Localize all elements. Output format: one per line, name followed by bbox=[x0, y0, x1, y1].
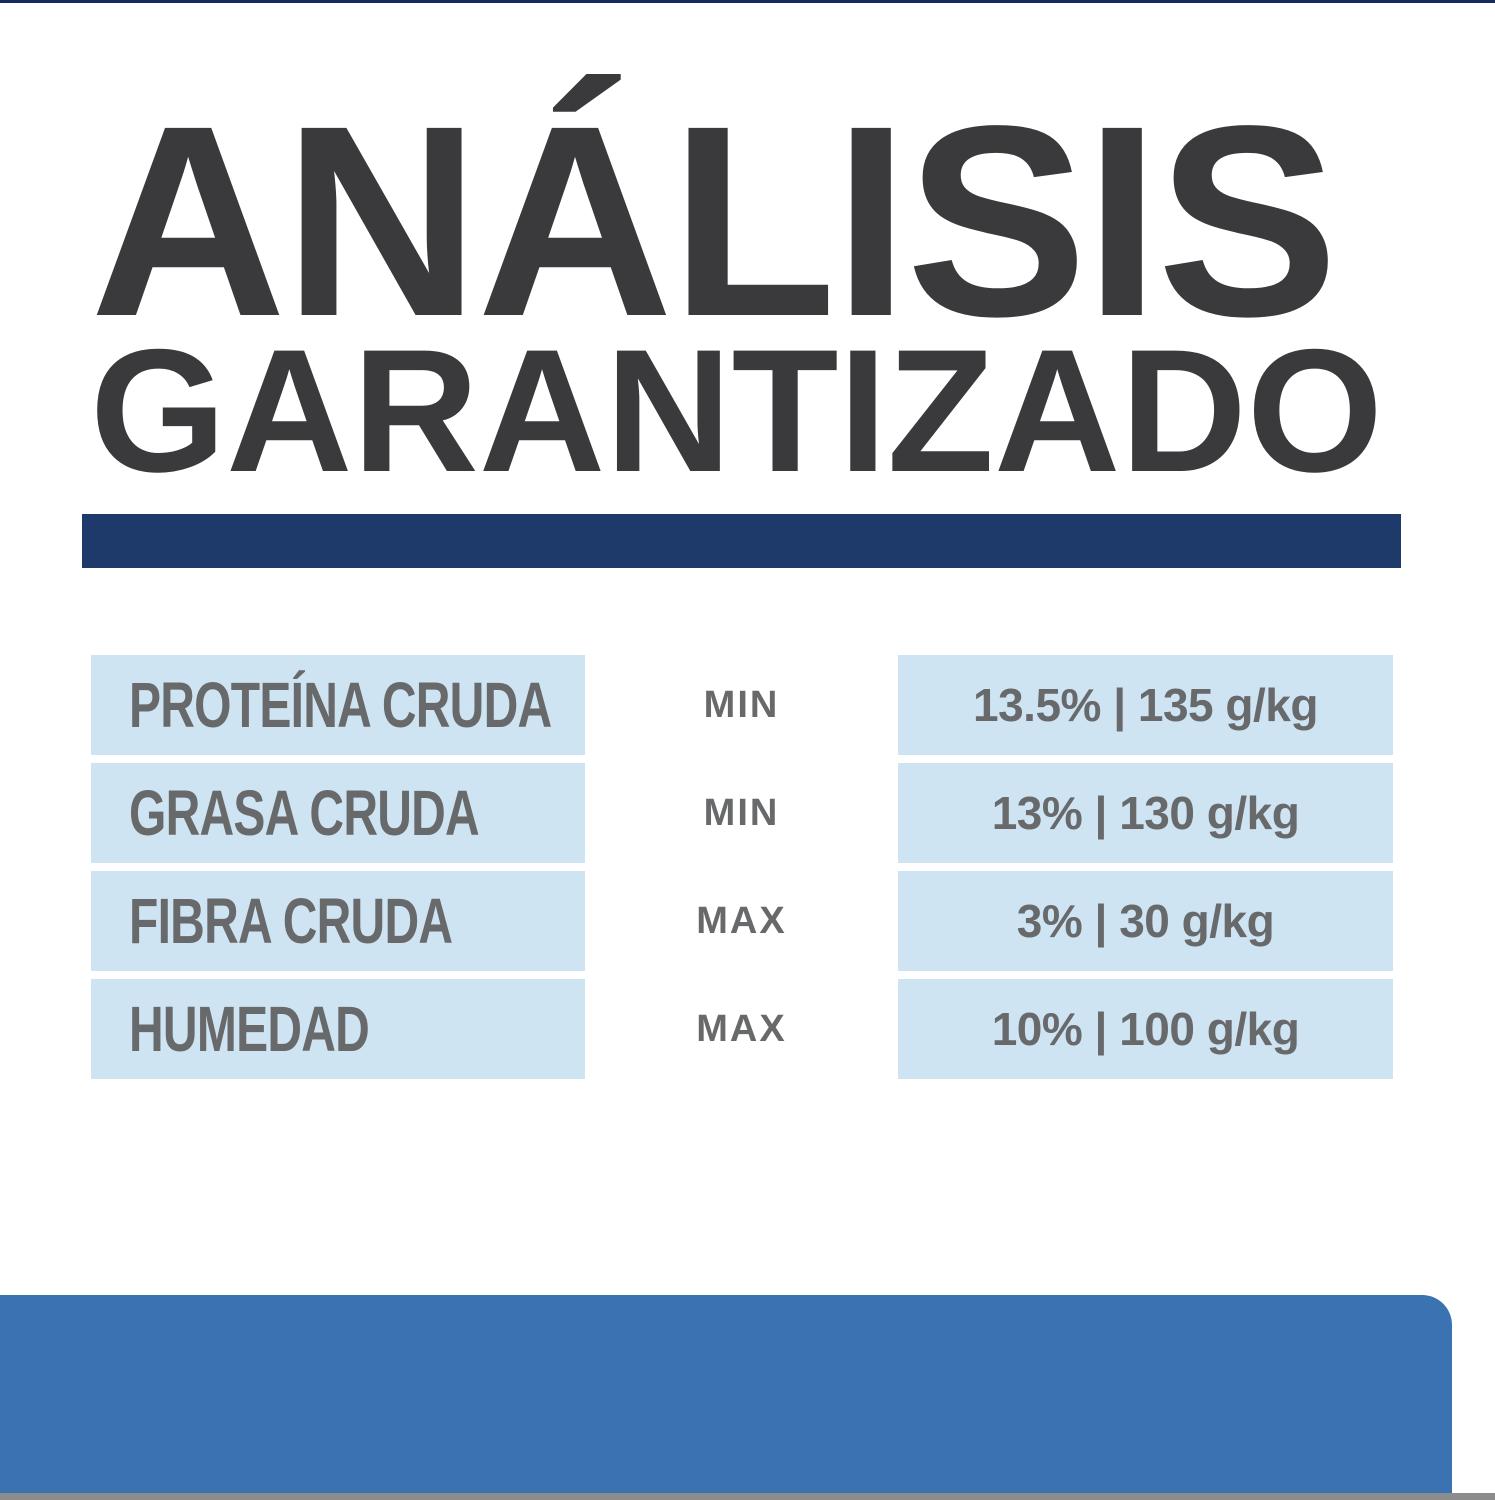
nutrient-name-cell: PROTEÍNA CRUDA bbox=[91, 655, 585, 755]
nutrient-value: 3% | 30 g/kg bbox=[1016, 895, 1275, 947]
nutrient-name-cell: GRASA CRUDA bbox=[91, 763, 585, 863]
limit-qualifier-cell: MIN bbox=[585, 655, 898, 755]
limit-qualifier: MAX bbox=[696, 899, 787, 942]
nutrient-name-cell: HUMEDAD bbox=[91, 979, 585, 1079]
nutrient-label: HUMEDAD bbox=[129, 993, 370, 1065]
nutrient-name-cell: FIBRA CRUDA bbox=[91, 871, 585, 971]
limit-qualifier: MAX bbox=[696, 1007, 787, 1050]
title-line-garantizado: GARANTIZADO bbox=[90, 314, 1383, 509]
limit-qualifier: MIN bbox=[703, 791, 780, 834]
bottom-gray-strip bbox=[0, 1493, 1495, 1500]
limit-qualifier-cell: MAX bbox=[585, 871, 898, 971]
nutrient-value: 10% | 100 g/kg bbox=[991, 1003, 1300, 1055]
nutrient-value: 13.5% | 135 g/kg bbox=[973, 679, 1318, 731]
top-border-line bbox=[0, 0, 1495, 3]
nutrient-value-cell: 13% | 130 g/kg bbox=[898, 763, 1393, 863]
nutrient-value-cell: 3% | 30 g/kg bbox=[898, 871, 1393, 971]
bottom-blue-panel bbox=[0, 1295, 1452, 1500]
limit-qualifier-cell: MAX bbox=[585, 979, 898, 1079]
limit-qualifier-cell: MIN bbox=[585, 763, 898, 863]
nutrient-label: FIBRA CRUDA bbox=[129, 885, 453, 957]
table-row-grasa: GRASA CRUDA MIN 13% | 130 g/kg bbox=[91, 763, 1393, 863]
title-line-analisis: ANÁLISIS bbox=[90, 69, 1338, 373]
analysis-table: PROTEÍNA CRUDA MIN 13.5% | 135 g/kg GRAS… bbox=[91, 655, 1393, 1087]
nutrient-value: 13% | 130 g/kg bbox=[991, 787, 1300, 839]
limit-qualifier: MIN bbox=[703, 683, 780, 726]
nutrient-label: PROTEÍNA CRUDA bbox=[129, 669, 552, 741]
nutrient-label: GRASA CRUDA bbox=[129, 777, 480, 849]
table-row-humedad: HUMEDAD MAX 10% | 100 g/kg bbox=[91, 979, 1393, 1079]
table-row-proteina: PROTEÍNA CRUDA MIN 13.5% | 135 g/kg bbox=[91, 655, 1393, 755]
nutrient-value-cell: 13.5% | 135 g/kg bbox=[898, 655, 1393, 755]
navy-divider-bar bbox=[82, 514, 1401, 568]
nutrient-value-cell: 10% | 100 g/kg bbox=[898, 979, 1393, 1079]
table-row-fibra: FIBRA CRUDA MAX 3% | 30 g/kg bbox=[91, 871, 1393, 971]
